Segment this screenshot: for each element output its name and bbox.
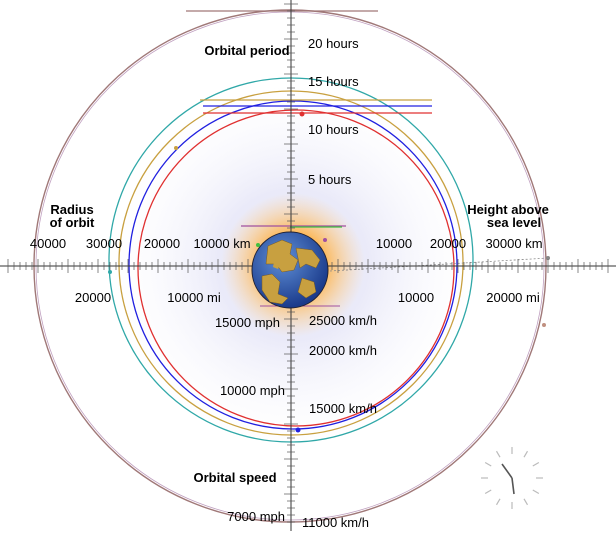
heading-height-line2: sea level — [487, 215, 541, 230]
satellite-outer-dot — [542, 323, 546, 327]
clock-tick — [484, 461, 492, 467]
heading-orbital-period: Orbital period — [204, 43, 289, 58]
period-label: 20 hours — [308, 36, 359, 51]
clock-tick — [532, 489, 540, 495]
speed-kmh-label: 15000 km/h — [309, 401, 377, 416]
period-label: 15 hours — [308, 74, 359, 89]
vertical-axis-ticks — [284, 3, 298, 523]
speed-kmh-label: 11000 km/h — [302, 515, 369, 530]
height-mi-label: 20000 mi — [486, 290, 540, 305]
speed-kmh-label: 25000 km/h — [309, 313, 377, 328]
earth-globe-icon — [251, 231, 329, 309]
radius-km-label: 30000 — [86, 236, 122, 251]
height-km-label: 10000 — [376, 236, 412, 251]
speed-kmh-label: 20000 km/h — [309, 343, 377, 358]
radius-km-label: 40000 — [30, 236, 66, 251]
period-label: 10 hours — [308, 122, 359, 137]
clock-tick — [495, 450, 501, 458]
heading-radius-line2: of orbit — [50, 215, 95, 230]
speed-mph-label: 7000 mph — [227, 509, 285, 524]
satellite-grey-dot — [546, 256, 550, 260]
height-km-label: 20000 — [430, 236, 466, 251]
orbit-red — [137, 109, 455, 427]
heading-radius-line1: Radius — [50, 202, 93, 217]
height-km-label: 30000 km — [485, 236, 542, 251]
speed-mph-label: 10000 mph — [220, 383, 285, 398]
radius-mi-label: 20000 — [75, 290, 111, 305]
heading-height-line1: Height above — [467, 202, 549, 217]
radius-km-label: 20000 — [144, 236, 180, 251]
clock-tick — [523, 450, 529, 458]
clock-tick — [484, 489, 492, 495]
clock-tick — [523, 498, 529, 506]
heading-orbital-speed: Orbital speed — [193, 470, 276, 485]
speed-mph-label: 15000 mph — [215, 315, 280, 330]
marker-line-dotted — [329, 257, 549, 272]
satellite-gold-dot — [174, 146, 178, 150]
satellite-red-dot — [299, 111, 305, 117]
height-mi-label: 10000 — [398, 290, 434, 305]
radius-km-label: 10000 km — [193, 236, 250, 251]
satellite-teal-dot — [108, 270, 112, 274]
clock-icon — [481, 447, 543, 509]
satellite-green-dot — [256, 243, 260, 247]
satellite-blue-dot — [295, 427, 301, 433]
radius-mi-label: 10000 mi — [167, 290, 221, 305]
satellite-purple-dot — [323, 238, 327, 242]
period-label: 5 hours — [308, 172, 352, 187]
clock-tick — [495, 498, 501, 506]
orbit-blue — [128, 100, 458, 430]
clock-tick — [532, 461, 540, 467]
